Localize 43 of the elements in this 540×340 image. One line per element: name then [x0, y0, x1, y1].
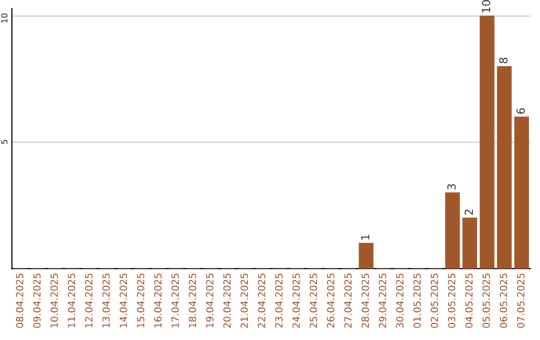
x-tick-label: 02.05.2025	[430, 274, 438, 328]
bar	[497, 66, 512, 269]
x-tick-label: 15.04.2025	[136, 274, 144, 328]
x-tick-label: 30.04.2025	[396, 274, 404, 328]
x-tick-label: 04.05.2025	[465, 274, 473, 328]
x-tick-label: 20.04.2025	[223, 274, 231, 328]
x-tick-label: 12.04.2025	[85, 274, 92, 328]
x-tick-label: 21.04.2025	[240, 274, 248, 328]
x-tick-label: 11.04.2025	[68, 274, 76, 328]
data-label: 3	[447, 184, 456, 190]
x-tick-label: 13.04.2025	[102, 274, 110, 328]
x-tick-label: 05.05.2025	[482, 274, 490, 328]
x-tick-label: 19.04.2025	[206, 274, 214, 328]
x-tick-label: 24.04.2025	[292, 274, 300, 328]
bar	[462, 218, 478, 269]
x-tick-label: 10.04.2025	[50, 274, 58, 328]
x-tick-label: 09.04.2025	[33, 274, 41, 328]
bar	[358, 242, 374, 269]
data-label: 1	[361, 234, 370, 240]
x-tick-label: 07.05.2025	[517, 274, 524, 328]
y-tick-label: 5	[1, 140, 8, 144]
data-label: 2	[464, 210, 473, 215]
bar	[514, 116, 529, 269]
x-tick-label: 03.05.2025	[448, 274, 456, 328]
x-tick-label: 08.04.2025	[16, 274, 24, 328]
x-tick-label: 16.04.2025	[154, 274, 162, 328]
x-tick-label: 28.04.2025	[362, 274, 369, 328]
data-label: 6	[516, 108, 525, 114]
bar	[445, 192, 460, 269]
x-tick-label: 26.04.2025	[327, 274, 334, 328]
x-tick-label: 06.05.2025	[500, 274, 508, 328]
x-tick-label: 14.04.2025	[120, 274, 128, 328]
x-tick-label: 18.04.2025	[188, 274, 196, 328]
x-tick-label: 29.04.2025	[378, 274, 386, 328]
bar	[480, 16, 494, 269]
x-tick-label: 01.05.2025	[413, 274, 421, 328]
x-tick-label: 22.04.2025	[258, 274, 266, 328]
x-tick-label: 17.04.2025	[172, 274, 179, 328]
data-label: 10	[482, 0, 490, 12]
data-label: 8	[499, 58, 508, 64]
x-tick-label: 27.04.2025	[344, 274, 352, 328]
x-tick-label: 25.04.2025	[310, 274, 318, 328]
x-tick-label: 23.04.2025	[275, 274, 283, 328]
